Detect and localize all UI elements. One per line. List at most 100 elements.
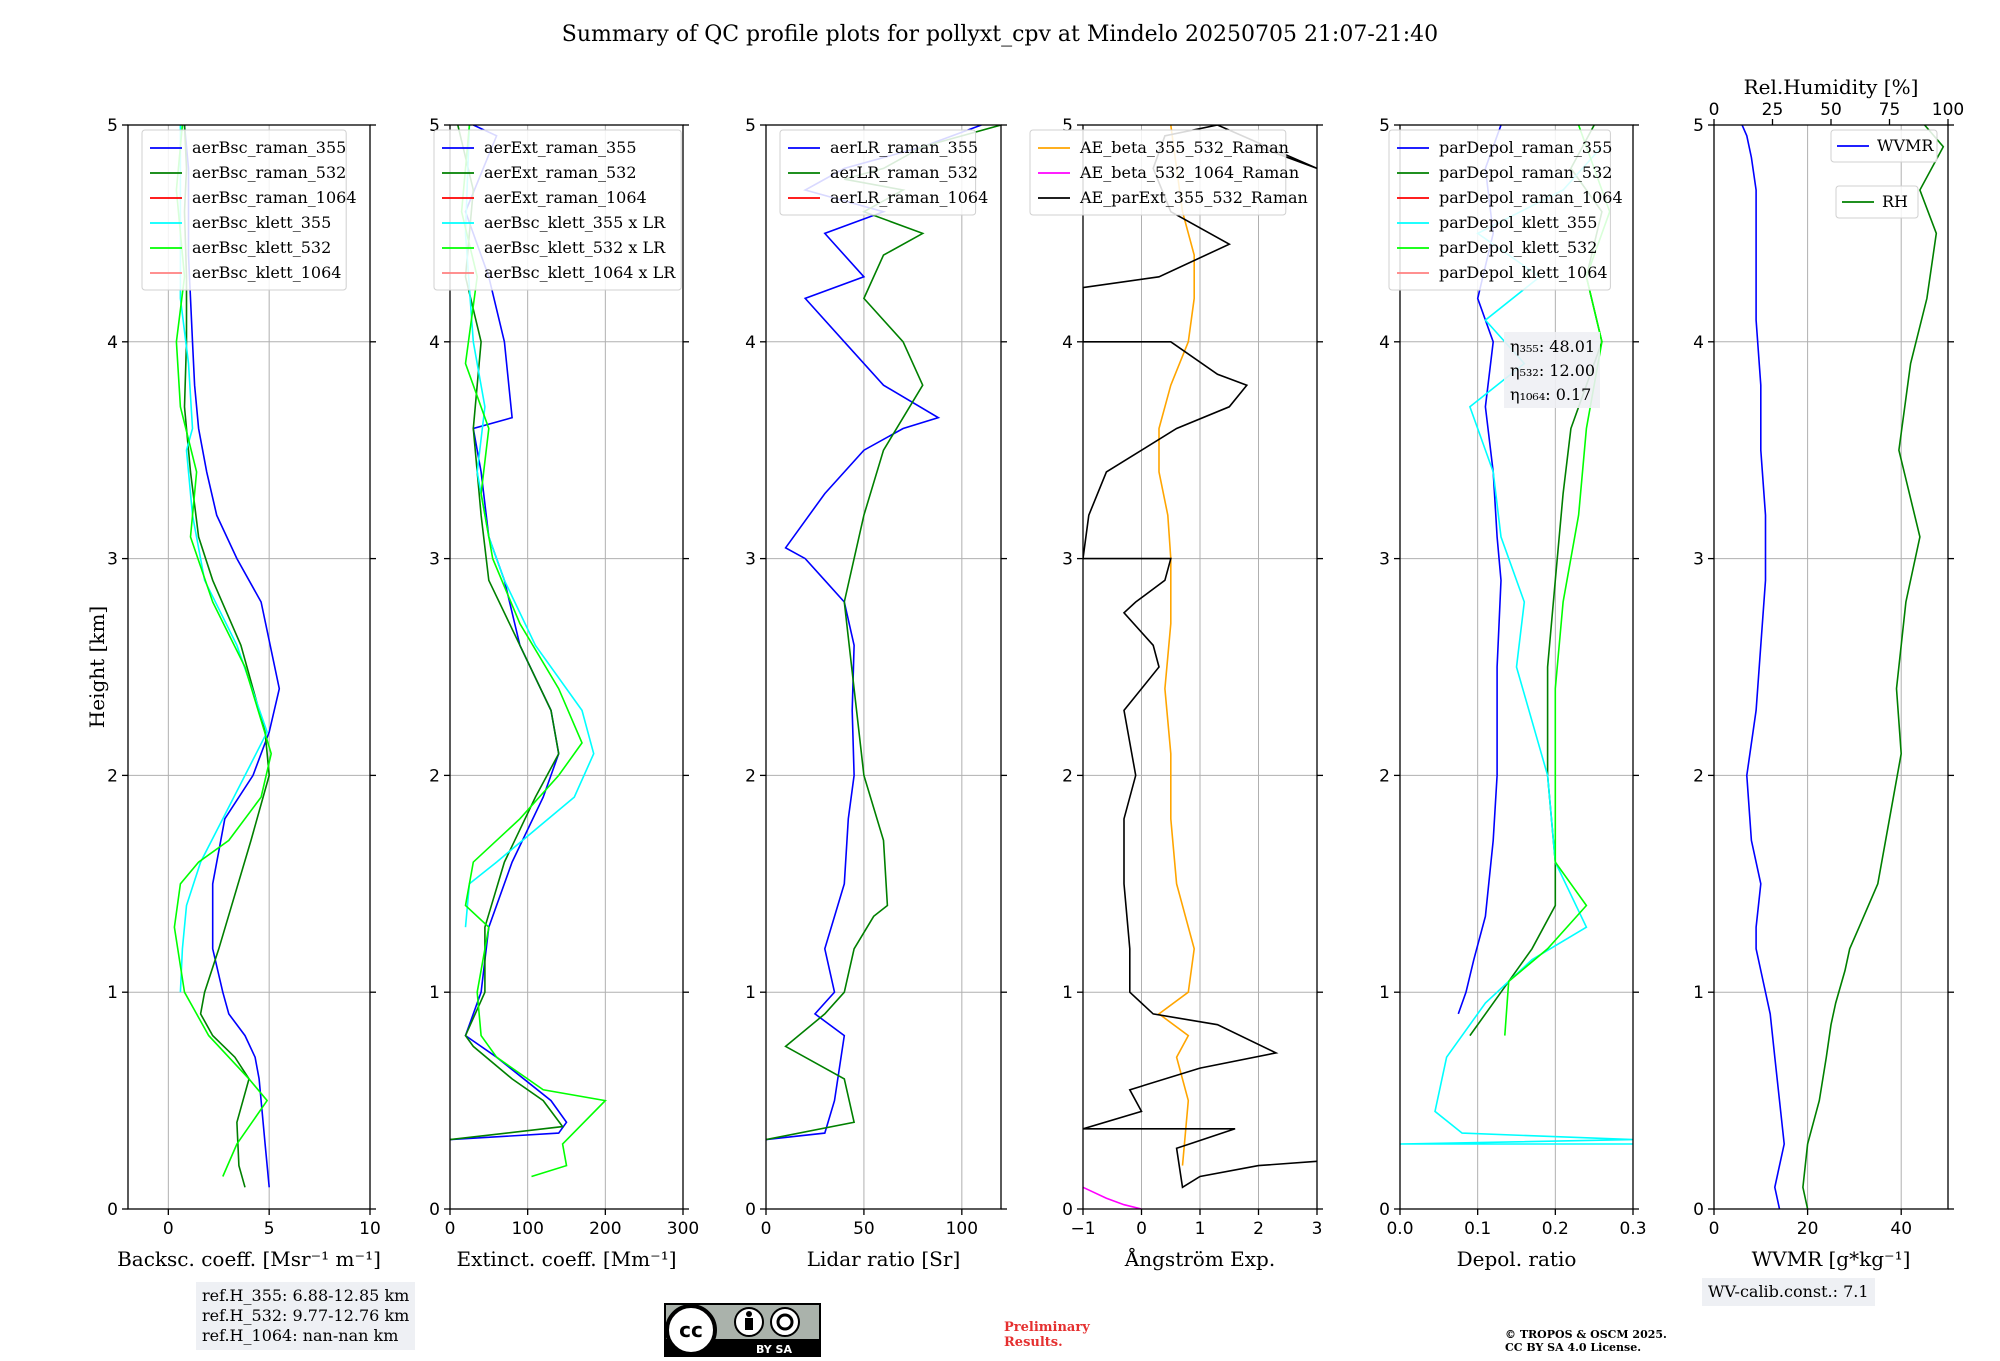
legend: parDepol_raman_355 parDepol_raman_532 parD… bbox=[1388, 129, 1623, 291]
eta-line: η₃₅₅: 48.01 bbox=[1510, 337, 1595, 356]
legend-label: aerLR_raman_355 bbox=[830, 138, 978, 157]
y-tick-label: 3 bbox=[1379, 550, 1390, 570]
figure-title: Summary of QC profile plots for pollyxt_… bbox=[561, 22, 1439, 47]
license-badge-text: BY SA bbox=[756, 1343, 793, 1356]
x-tick-label: 1 bbox=[1195, 1219, 1206, 1239]
x-tick-label: 0.3 bbox=[1619, 1219, 1646, 1239]
y-tick-label: 1 bbox=[1062, 983, 1073, 1003]
x-tick-label: 50 bbox=[853, 1219, 875, 1239]
axes-frame bbox=[765, 124, 1002, 1210]
legend-label: AE_parExt_355_532_Raman bbox=[1079, 188, 1308, 207]
y-tick-label: 0 bbox=[1062, 1200, 1073, 1220]
x-tick-label: 3 bbox=[1312, 1219, 1323, 1239]
x-tick-label: 40 bbox=[1890, 1219, 1912, 1239]
panel-wv: 0 20 40 0 1 2 3 4 5 WVMR [g*kg⁻¹] 0 25 50 75 100 Rel.Hu… bbox=[1693, 75, 1964, 1271]
series-line-ae-beta-532-1064-raman bbox=[1083, 1186, 1142, 1209]
legend-label: aerBsc_klett_355 bbox=[192, 213, 331, 232]
legend-label: parDepol_raman_355 bbox=[1439, 138, 1612, 157]
y-tick-label: 0 bbox=[429, 1200, 440, 1220]
legend-label: parDepol_raman_1064 bbox=[1439, 188, 1623, 207]
legend-label: parDepol_klett_1064 bbox=[1439, 263, 1608, 282]
copyright-line-2: CC BY SA 4.0 License. bbox=[1505, 1341, 1642, 1354]
y-tick-label: 5 bbox=[745, 116, 756, 136]
legend-label: aerExt_raman_1064 bbox=[484, 188, 647, 207]
y-tick-label: 3 bbox=[429, 550, 440, 570]
top-x-tick-label: 100 bbox=[1932, 100, 1964, 120]
series-line-wvmr bbox=[1741, 125, 1786, 1209]
legend-label: aerBsc_klett_532 x LR bbox=[484, 238, 666, 257]
y-tick-label: 0 bbox=[1693, 1200, 1704, 1220]
y-tick-label: 3 bbox=[107, 550, 118, 570]
ref-height-1064: ref.H_1064: nan-nan km bbox=[202, 1326, 399, 1345]
y-tick-label: 2 bbox=[1379, 766, 1390, 786]
y-tick-label: 1 bbox=[1693, 983, 1704, 1003]
legend-wvmr: WVMR bbox=[1830, 129, 1938, 163]
series-line-aerbsc-klett-532 bbox=[173, 125, 273, 1177]
top-x-tick-label: 50 bbox=[1820, 100, 1842, 120]
x-tick-label: 0.2 bbox=[1542, 1219, 1569, 1239]
y-tick-label: 5 bbox=[1062, 116, 1073, 136]
y-tick-label: 0 bbox=[1379, 1200, 1390, 1220]
y-tick-label: 4 bbox=[1062, 333, 1073, 353]
axes-frame bbox=[1399, 124, 1634, 1210]
legend-label: aerBsc_raman_355 bbox=[192, 138, 346, 157]
legend-box bbox=[141, 129, 347, 291]
series-line-aerbsc-raman-532 bbox=[183, 125, 271, 1188]
y-tick-label: 2 bbox=[1693, 766, 1704, 786]
legend-label: aerExt_raman_355 bbox=[484, 138, 637, 157]
y-tick-label: 1 bbox=[1379, 983, 1390, 1003]
y-tick-label: 3 bbox=[1062, 550, 1073, 570]
legend-rh: RH bbox=[1835, 185, 1919, 219]
legend-label: aerBsc_raman_532 bbox=[192, 163, 346, 182]
eta-annotation-box bbox=[1504, 332, 1600, 408]
x-tick-label: 200 bbox=[589, 1219, 621, 1239]
y-tick-label: 4 bbox=[107, 333, 118, 353]
ref-height-532: ref.H_532: 9.77-12.76 km bbox=[202, 1306, 410, 1325]
axes-frame bbox=[127, 124, 371, 1210]
axes-frame bbox=[449, 124, 684, 1210]
cc-by-sa-logo: cc BY SA bbox=[664, 1303, 821, 1357]
y-tick-label: 5 bbox=[107, 116, 118, 136]
top-x-tick-label: 25 bbox=[1762, 100, 1784, 120]
wv-calibration-constant: WV-calib.const.: 7.1 bbox=[1702, 1278, 1875, 1306]
legend-label: parDepol_klett_355 bbox=[1439, 213, 1597, 232]
series-line-ae-beta-355-532-raman bbox=[1157, 125, 1196, 1166]
legend: aerBsc_raman_355 aerBsc_raman_532 aerBsc_r… bbox=[141, 129, 357, 291]
panel-depol: 0.0 0.1 0.2 0.3 0 1 2 3 4 5 Depol. ratio parDepol_r… bbox=[1379, 116, 1646, 1271]
legend: aerExt_raman_355 aerExt_raman_532 aerExt_r… bbox=[433, 129, 682, 291]
top-x-tick-label: 75 bbox=[1879, 100, 1901, 120]
y-tick-label: 2 bbox=[745, 766, 756, 786]
x-axis-label: WVMR [g*kg⁻¹] bbox=[1752, 1247, 1911, 1271]
legend-box bbox=[1830, 129, 1938, 163]
legend-box bbox=[1388, 129, 1611, 291]
y-tick-label: 5 bbox=[1693, 116, 1704, 136]
panel-ext: 0 100 200 300 0 1 2 3 4 5 Extinct. coeff. [Mm⁻¹] ae… bbox=[429, 116, 699, 1271]
y-tick-label: 5 bbox=[429, 116, 440, 136]
legend-label: AE_beta_355_532_Raman bbox=[1079, 138, 1289, 157]
y-tick-label: 3 bbox=[1693, 550, 1704, 570]
series-line-aerlr-raman-355 bbox=[766, 125, 982, 1141]
axes-frame bbox=[1713, 124, 1949, 1210]
legend-box bbox=[1029, 129, 1287, 216]
legend-label: WVMR bbox=[1877, 136, 1934, 155]
series-line-pardepol-klett-355 bbox=[1400, 146, 1633, 1145]
y-tick-label: 4 bbox=[429, 333, 440, 353]
x-tick-label: 20 bbox=[1797, 1219, 1819, 1239]
panel-lr: 0 50 100 0 1 2 3 4 5 Lidar ratio [Sr] aerLR_raman_… bbox=[745, 116, 1007, 1271]
x-axis-label: Depol. ratio bbox=[1457, 1247, 1577, 1271]
legend-label: aerBsc_klett_355 x LR bbox=[484, 213, 666, 232]
x-tick-label: 100 bbox=[511, 1219, 543, 1239]
copyright-line-1: © TROPOS & OSCM 2025. bbox=[1505, 1328, 1667, 1341]
x-tick-label: 5 bbox=[264, 1219, 275, 1239]
legend-label: aerLR_raman_1064 bbox=[830, 188, 988, 207]
y-tick-label: 0 bbox=[107, 1200, 118, 1220]
svg-text:cc: cc bbox=[679, 1318, 703, 1342]
legend-box bbox=[433, 129, 682, 291]
y-tick-label: 4 bbox=[745, 333, 756, 353]
y-tick-label: 0 bbox=[745, 1200, 756, 1220]
y-tick-label: 2 bbox=[107, 766, 118, 786]
y-tick-label: 2 bbox=[429, 766, 440, 786]
panel-bsc: 0 5 10 0 1 2 3 4 5 Backsc. coeff. [Msr⁻¹ m⁻¹] aerB… bbox=[107, 116, 381, 1271]
series-line-rh bbox=[1802, 125, 1945, 1209]
preliminary-line-1: Preliminary bbox=[1004, 1320, 1090, 1335]
